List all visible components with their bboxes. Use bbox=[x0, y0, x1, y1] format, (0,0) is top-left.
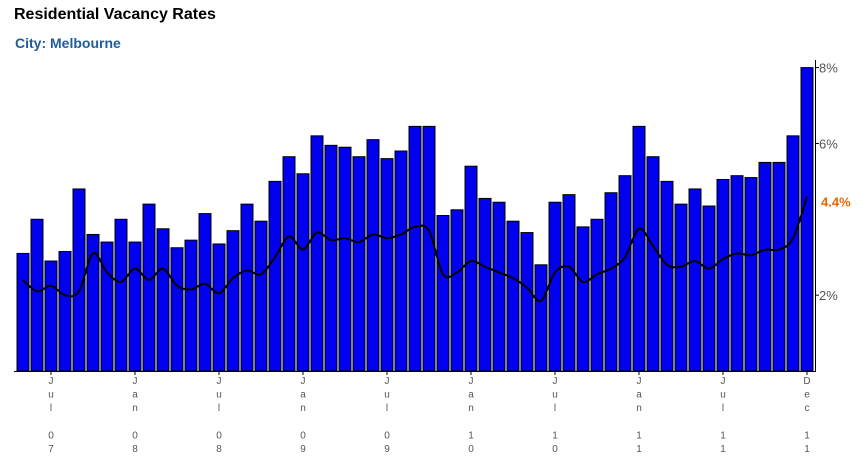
bar bbox=[632, 125, 646, 372]
bar bbox=[590, 218, 604, 372]
y-tick-label: 2% bbox=[819, 288, 838, 303]
bar bbox=[296, 173, 310, 372]
chart-subtitle: City: Melbourne bbox=[15, 35, 121, 51]
bar bbox=[254, 220, 268, 372]
bar bbox=[408, 125, 422, 372]
bar bbox=[100, 241, 114, 372]
bar bbox=[758, 161, 772, 372]
bar bbox=[310, 135, 324, 372]
y-tick-label: 8% bbox=[819, 61, 838, 76]
y-tick-label: 6% bbox=[819, 136, 838, 151]
bar bbox=[324, 144, 338, 372]
bar bbox=[240, 203, 254, 372]
bar-series bbox=[16, 67, 814, 372]
bar bbox=[422, 125, 436, 372]
bar bbox=[534, 264, 548, 372]
bar bbox=[730, 175, 744, 372]
bar bbox=[800, 67, 814, 372]
bar bbox=[786, 135, 800, 372]
bar bbox=[16, 252, 30, 372]
trend-line bbox=[22, 196, 808, 303]
bar bbox=[604, 192, 618, 372]
bar bbox=[282, 156, 296, 372]
bar bbox=[562, 194, 576, 372]
bar bbox=[674, 203, 688, 372]
last-value-label: 4.4% bbox=[821, 195, 851, 210]
bar bbox=[520, 232, 534, 372]
bar bbox=[44, 260, 58, 372]
chart-title: Residential Vacancy Rates bbox=[14, 6, 216, 23]
bar bbox=[702, 205, 716, 372]
line-series bbox=[22, 196, 808, 303]
bar bbox=[450, 209, 464, 372]
bar bbox=[618, 175, 632, 372]
bar bbox=[380, 158, 394, 372]
bar bbox=[142, 203, 156, 372]
bar bbox=[170, 247, 184, 372]
bar bbox=[492, 201, 506, 372]
bar bbox=[30, 218, 44, 372]
bar bbox=[744, 177, 758, 372]
bar bbox=[338, 146, 352, 372]
bar bbox=[478, 197, 492, 372]
bar bbox=[184, 239, 198, 372]
bar bbox=[394, 150, 408, 372]
bar bbox=[268, 180, 282, 372]
bar bbox=[436, 215, 450, 372]
bar bbox=[58, 251, 72, 372]
bar bbox=[464, 165, 478, 372]
bar bbox=[212, 243, 226, 372]
bar bbox=[646, 156, 660, 372]
bar bbox=[198, 213, 212, 372]
bar bbox=[660, 180, 674, 372]
bar bbox=[352, 156, 366, 372]
bar bbox=[506, 220, 520, 372]
bar bbox=[772, 161, 786, 372]
bar bbox=[114, 218, 128, 372]
bar bbox=[226, 230, 240, 372]
bar bbox=[548, 201, 562, 372]
bar bbox=[366, 139, 380, 372]
bar bbox=[128, 241, 142, 372]
bar bbox=[688, 188, 702, 372]
bar bbox=[716, 178, 730, 372]
bar bbox=[576, 226, 590, 372]
bar bbox=[156, 228, 170, 372]
